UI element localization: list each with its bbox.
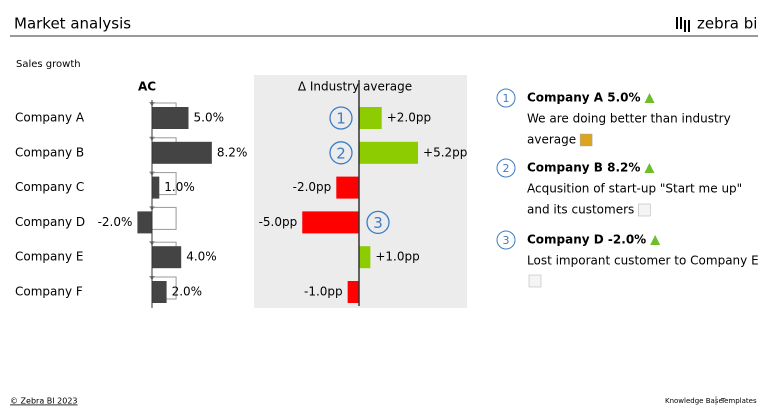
comment-circle — [496, 230, 516, 250]
comment-title: Company B 8.2% — [527, 161, 640, 175]
variance-bar — [359, 141, 419, 164]
value-label: 2.0% — [172, 285, 203, 299]
comment-text: average — [527, 133, 576, 147]
logo — [676, 17, 690, 32]
footer-link[interactable]: Templates — [720, 397, 757, 405]
subtitle: Sales growth — [16, 59, 81, 70]
category-label: Company F — [15, 285, 83, 299]
bar — [137, 211, 152, 234]
bar — [152, 141, 212, 164]
value-label: -2.0pp — [293, 180, 332, 194]
comment-title: Company D -2.0% — [527, 233, 646, 247]
category-label: Company B — [15, 145, 84, 159]
up-triangle — [650, 235, 661, 245]
category-label: Company E — [15, 250, 83, 264]
marker-circle — [329, 141, 353, 165]
marker-number: 2 — [336, 144, 346, 162]
value-label: 5.0% — [194, 111, 225, 125]
value-label: +5.2pp — [423, 145, 467, 159]
value-label: 4.0% — [186, 250, 217, 264]
value-label: 1.0% — [164, 180, 195, 194]
category-label: Company A — [15, 111, 85, 125]
bar — [152, 176, 160, 199]
value-label: +1.0pp — [375, 250, 419, 264]
variance-bar — [302, 211, 359, 234]
variance-bar — [359, 246, 371, 269]
value-label: 8.2% — [217, 145, 248, 159]
icon — [579, 133, 593, 147]
up-triangle — [644, 93, 655, 103]
chart-title: Δ Industry average — [298, 80, 412, 94]
chart-title: AC — [138, 80, 156, 94]
icon — [528, 274, 542, 288]
comment-circle — [496, 88, 516, 108]
value-label: -1.0pp — [304, 285, 343, 299]
bar — [152, 281, 167, 303]
value-label: -5.0pp — [259, 215, 298, 229]
icon — [638, 203, 651, 217]
footer-link[interactable]: Knowledge Base — [665, 397, 723, 405]
marker-number: 3 — [373, 214, 383, 232]
comment-number: 1 — [503, 92, 510, 105]
reference-bar — [151, 206, 177, 230]
marker-circle — [366, 210, 390, 235]
brand: zebra bi — [697, 15, 757, 33]
category-label: Company D — [15, 215, 85, 229]
comment-text: Acqusition of start-up "Start me up" — [527, 182, 742, 196]
bar — [152, 107, 189, 129]
value-label: +2.0pp — [387, 111, 431, 125]
variance-bar — [336, 176, 359, 199]
category-label: Company C — [15, 180, 84, 194]
page-title: Market analysis — [14, 15, 131, 33]
copyright: © Zebra BI 2023 — [10, 397, 78, 406]
bar — [152, 246, 182, 269]
value-label: -2.0% — [98, 215, 133, 229]
comment-number: 2 — [503, 162, 510, 175]
variance-bar — [347, 281, 359, 303]
variance-bar — [359, 107, 382, 129]
comment-text: and its customers — [527, 203, 634, 217]
comment-title: Company A 5.0% — [527, 91, 641, 105]
marker-circle — [329, 106, 353, 130]
up-triangle — [644, 163, 655, 173]
marker-number: 1 — [336, 110, 346, 128]
comment-text: We are doing better than industry — [527, 112, 731, 126]
comment-number: 3 — [503, 234, 510, 247]
comment-circle — [496, 158, 516, 178]
comment-text: Lost imporant customer to Company E — [527, 254, 759, 268]
